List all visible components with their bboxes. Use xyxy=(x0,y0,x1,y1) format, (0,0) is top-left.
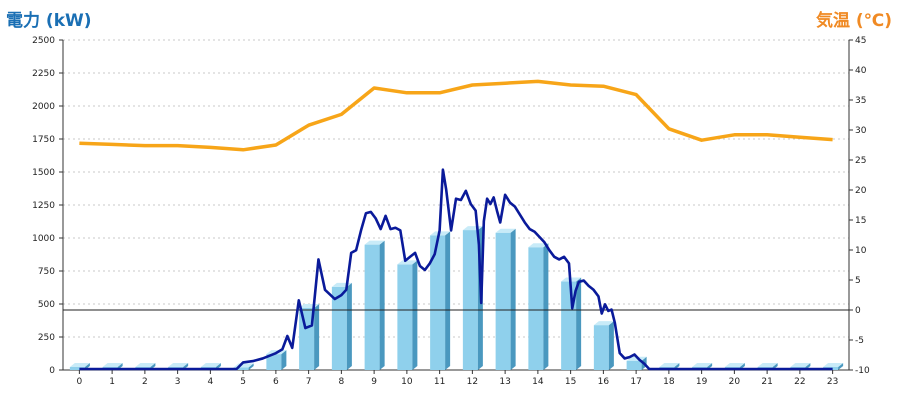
right-tick-label: 10 xyxy=(855,246,867,256)
right-tick-label: 25 xyxy=(855,156,866,166)
left-tick-label: 750 xyxy=(38,267,55,277)
right-tick-label: 40 xyxy=(855,66,867,76)
bar xyxy=(299,307,315,370)
power-line xyxy=(79,168,833,371)
bar xyxy=(495,232,511,370)
bar xyxy=(266,354,282,370)
x-tick-label: 0 xyxy=(77,377,83,387)
x-tick-label: 10 xyxy=(401,377,413,387)
bar-side xyxy=(281,350,287,370)
x-tick-label: 11 xyxy=(434,377,445,387)
x-tick-label: 5 xyxy=(240,377,246,387)
x-tick-label: 16 xyxy=(598,377,610,387)
right-tick-label: -5 xyxy=(855,336,864,346)
bar-side xyxy=(608,321,614,370)
left-tick-label: 250 xyxy=(38,333,55,343)
bar-top xyxy=(692,363,713,367)
x-tick-label: 2 xyxy=(142,377,148,387)
bar-top xyxy=(69,363,90,367)
bar-top xyxy=(397,260,418,265)
bar-side xyxy=(248,363,254,370)
left-tick-label: 1000 xyxy=(32,234,55,244)
bar-top xyxy=(626,356,647,361)
x-tick-label: 19 xyxy=(696,377,708,387)
right-tick-label: 35 xyxy=(855,96,866,106)
right-tick-label: 20 xyxy=(855,186,867,196)
bar xyxy=(528,247,544,370)
x-tick-label: 17 xyxy=(630,377,641,387)
left-tick-label: 2000 xyxy=(32,102,55,112)
bar-side xyxy=(412,260,418,370)
left-tick-label: 1500 xyxy=(32,168,55,178)
temperature-line xyxy=(79,79,833,152)
x-tick-label: 7 xyxy=(306,377,312,387)
x-tick-label: 3 xyxy=(175,377,181,387)
bar-top xyxy=(823,363,844,367)
x-tick-label: 21 xyxy=(761,377,772,387)
x-tick-label: 18 xyxy=(663,377,675,387)
left-tick-label: 1750 xyxy=(32,135,55,145)
bar-side xyxy=(379,240,385,370)
x-tick-label: 15 xyxy=(565,377,576,387)
bar-side xyxy=(838,363,844,370)
bar-top xyxy=(168,363,189,367)
left-axis-title: 電力 (kW) xyxy=(6,11,92,31)
x-tick-label: 13 xyxy=(499,377,510,387)
left-tick-label: 0 xyxy=(49,366,55,376)
bar-top xyxy=(495,228,516,233)
left-tick-label: 500 xyxy=(38,300,55,310)
left-tick-label: 2250 xyxy=(32,69,55,79)
bar-top xyxy=(757,363,778,367)
right-tick-label: 15 xyxy=(855,216,866,226)
bar xyxy=(397,264,413,370)
bar-top xyxy=(724,363,745,367)
bar-top xyxy=(135,363,156,367)
bar-side xyxy=(543,243,549,370)
bar-side xyxy=(346,282,352,370)
bar-top xyxy=(102,363,123,367)
x-tick-label: 12 xyxy=(467,377,478,387)
bar-top xyxy=(593,321,614,326)
bar xyxy=(233,367,249,370)
x-tick-label: 14 xyxy=(532,377,544,387)
right-axis-title: 気温 (℃) xyxy=(815,11,892,31)
bar-top xyxy=(528,243,549,248)
bar-top xyxy=(659,363,680,367)
bar xyxy=(626,360,642,370)
x-tick-label: 20 xyxy=(729,377,741,387)
right-tick-label: 0 xyxy=(855,306,861,316)
bar-side xyxy=(510,228,516,370)
x-tick-label: 22 xyxy=(794,377,805,387)
bar-side xyxy=(314,303,320,370)
bar-side xyxy=(445,231,451,370)
x-tick-label: 23 xyxy=(827,377,838,387)
bar xyxy=(593,325,609,370)
bar-top xyxy=(790,363,811,367)
right-tick-label: 30 xyxy=(855,126,867,136)
left-tick-label: 2500 xyxy=(32,36,55,46)
bar xyxy=(462,230,478,370)
bar-side xyxy=(576,277,582,370)
x-tick-label: 8 xyxy=(339,377,345,387)
bar xyxy=(364,244,380,370)
bar-top xyxy=(200,363,221,367)
bar xyxy=(69,367,85,370)
right-tick-label: 45 xyxy=(855,36,866,46)
x-tick-label: 4 xyxy=(208,377,214,387)
bar xyxy=(430,235,446,370)
left-tick-label: 1250 xyxy=(32,201,55,211)
bar-top xyxy=(364,240,385,245)
x-tick-label: 6 xyxy=(273,377,279,387)
right-tick-label: 5 xyxy=(855,276,861,286)
x-tick-label: 1 xyxy=(109,377,115,387)
bar xyxy=(331,286,347,370)
right-tick-label: -10 xyxy=(855,366,870,376)
x-tick-label: 9 xyxy=(371,377,377,387)
